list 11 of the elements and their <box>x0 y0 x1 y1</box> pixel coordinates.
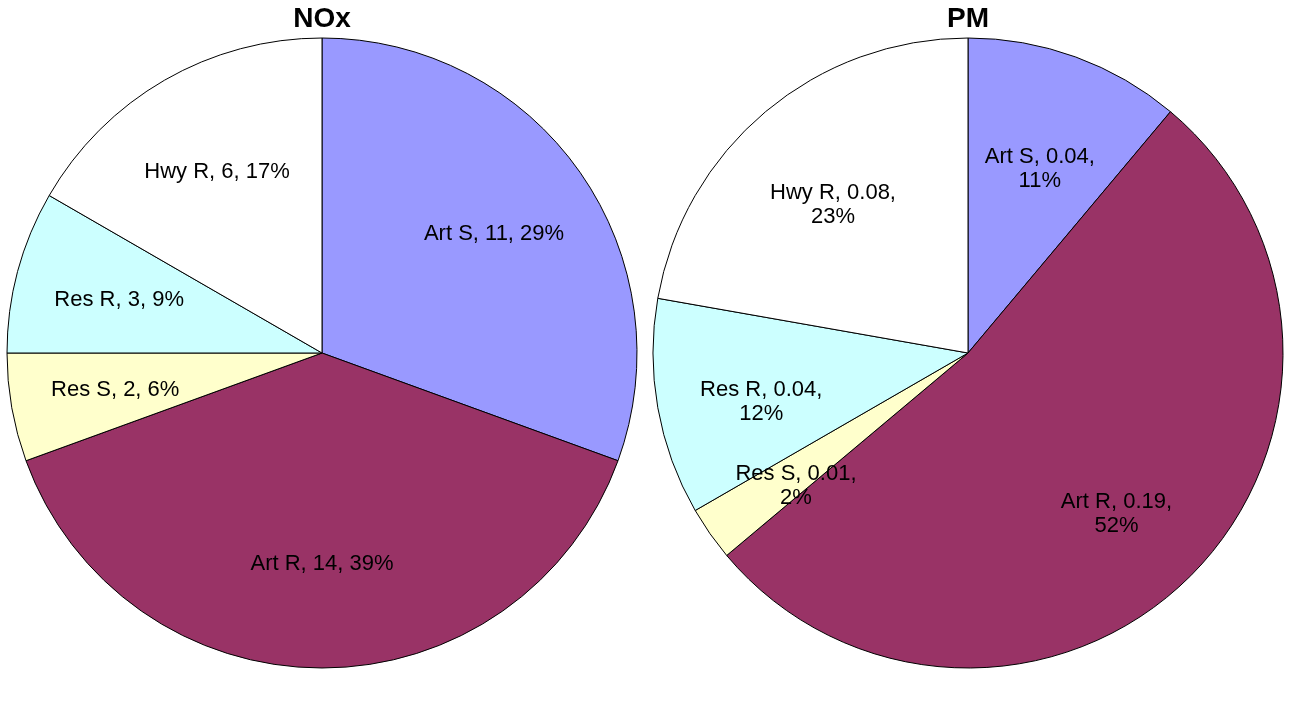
slice-label: Res S, 2, 6% <box>51 376 180 402</box>
chart-title: NOx <box>293 2 352 33</box>
slice-label: Art S, 11, 29% <box>423 219 565 245</box>
slice-label: Res R, 3, 9% <box>54 285 184 311</box>
slice-label: Hwy R, 0.08, 23% <box>770 179 896 229</box>
slice-label: Art R, 14, 39% <box>250 550 394 575</box>
slice-label: Hwy R, 6, 17% <box>144 158 290 184</box>
slice-label: Res R, 0.04, 12% <box>700 376 823 426</box>
chart-title: PM <box>947 2 989 33</box>
slice-label: Art S, 0.04, 11% <box>984 142 1095 192</box>
slice-label: Art R, 0.19, 52% <box>1060 488 1173 538</box>
